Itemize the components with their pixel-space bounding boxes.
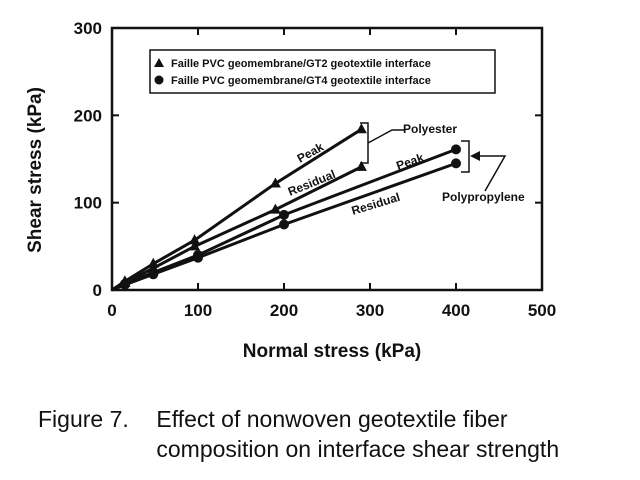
series-3-point [279,209,289,220]
series-1-point [189,234,201,245]
figure-caption: Figure 7. Effect of nonwoven geotextile … [38,404,559,464]
series-4-point [193,252,203,263]
group-leader-1 [367,129,404,144]
group-leader-2 [472,155,507,192]
series-1-point [269,177,281,188]
y-tick-label: 200 [74,106,102,125]
x-tick-label: 400 [442,301,470,320]
caption-line-1: Effect of nonwoven geotextile fiber [156,406,508,432]
x-axis-ticks: 0 100 200 300 400 500 [107,28,556,320]
legend: Faille PVC geomembrane/GT2 geotextile in… [149,49,496,94]
series-4-point [451,158,461,169]
y-tick-label: 0 [93,281,102,300]
series-2-point [355,160,367,171]
plot-area [110,26,544,292]
series-4-point [279,219,289,230]
group-label-2: Polypropylene [442,190,525,204]
group-bracket-2 [461,140,470,173]
series-2-point [269,203,281,214]
series-4-point [119,279,130,290]
legend-triangle-marker [154,58,164,67]
group-leader-arrowhead-2 [470,151,480,161]
series-2-point [189,240,201,251]
x-tick-label: 200 [270,301,298,320]
x-axis-title: Normal stress (kPa) [243,341,421,362]
legend-box [149,49,496,94]
annotations: Peak Residual Peak Residual Polyester Po… [286,122,525,218]
chart: 0 100 200 300 400 500 0 100 200 300 Normal stres… [25,19,556,362]
series-1-point [355,123,367,134]
series-3-point [451,144,461,155]
peak-label-2: Peak [394,150,425,172]
residual-label-2: Residual [350,190,402,218]
y-tick-label: 300 [74,19,102,38]
plot-border [110,26,544,292]
group-label-1: Polyester [403,122,457,136]
figure-label: Figure 7. [38,406,129,432]
series-layer [111,123,461,292]
legend-circle-marker [154,75,164,85]
x-tick-label: 300 [356,301,384,320]
legend-label-gt2: Faille PVC geomembrane/GT2 geotextile in… [171,58,431,70]
x-tick-label: 500 [528,301,556,320]
series-4-point [148,269,159,280]
y-tick-label: 100 [74,194,102,213]
caption-line-2: composition on interface shear strength [156,436,560,462]
y-axis-title: Shear stress (kPa) [25,87,46,253]
y-axis-ticks: 0 100 200 300 [74,19,542,300]
x-tick-label: 0 [107,301,116,320]
x-tick-label: 100 [184,301,212,320]
legend-label-gt4: Faille PVC geomembrane/GT4 geotextile in… [171,75,431,87]
